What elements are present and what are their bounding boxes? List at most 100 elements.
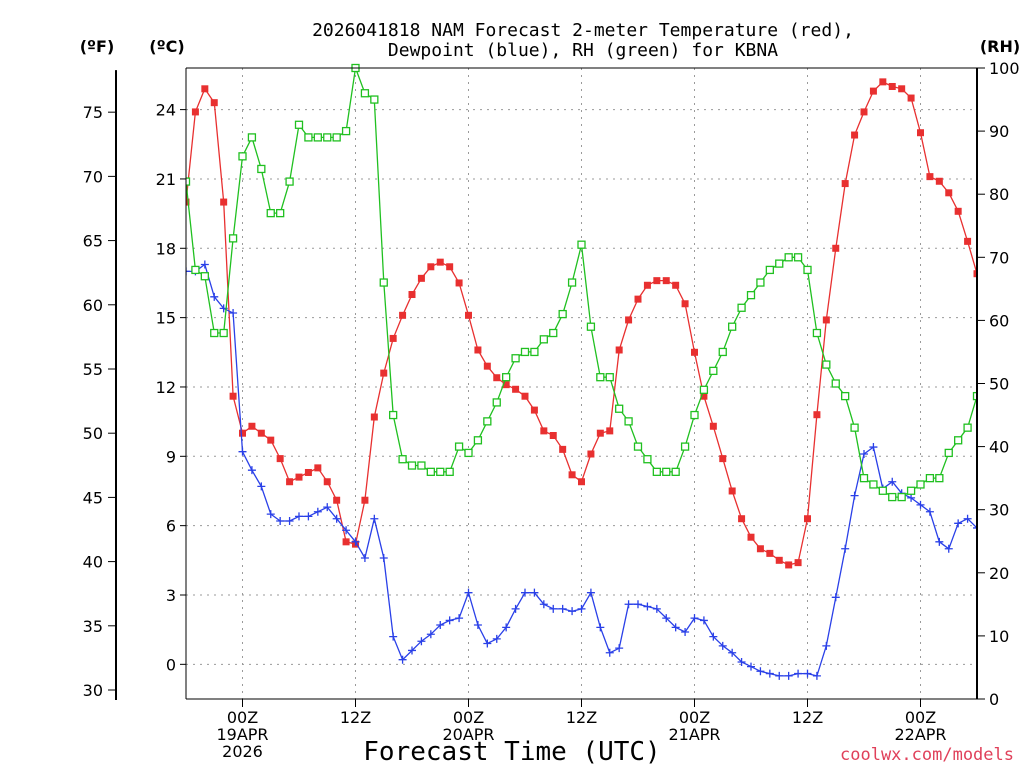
rh-point [878,486,887,495]
rh-point [492,398,501,407]
temperature-point [775,556,783,564]
dewpoint-point [266,510,275,519]
rh-point [906,486,916,495]
rh-point [186,177,191,186]
rh-point [558,309,567,319]
fahrenheit-tick-label: 60 [83,296,103,315]
dewpoint-point [690,614,699,623]
rh-point [784,253,793,262]
dewpoint-point [332,514,341,523]
temperature-point [691,348,698,356]
temperature-point [935,177,943,185]
dewpoint-point [323,503,332,512]
rh-point [775,259,784,268]
rh-point [803,265,812,275]
fahrenheit-tick-label: 65 [83,232,103,251]
temperature-point [389,334,397,342]
rh-point [219,328,228,338]
dewpoint-point [954,519,963,528]
temperature-point [756,545,764,553]
rh-point [323,133,332,142]
rh-point [567,278,577,287]
temperature-point [634,295,642,303]
dewpoint-point [643,602,652,611]
temperature-point [653,277,661,285]
celsius-tick-label: 6 [166,517,176,536]
temperature-point [983,300,990,307]
temperature-point [408,291,416,299]
rh-point [360,89,370,98]
rh-tick-label: 10 [989,627,1009,646]
temperature-point [681,300,689,308]
rh-point [389,410,398,420]
temperature-point [860,108,868,116]
temperature-point [446,263,454,271]
rh-point [897,492,906,502]
temperature-point [738,515,746,523]
temperature-point [474,346,482,354]
rh-point [662,467,671,476]
dewpoint-point [850,491,859,500]
rh-point [426,467,435,476]
rh-point [313,133,322,142]
dewpoint-point [360,554,369,563]
dewpoint-point [285,517,294,526]
dewpoint-point [521,588,529,597]
rh-point [228,234,238,243]
rh-point [812,328,822,338]
temperature-point [869,87,877,95]
rh-point [210,328,219,338]
x-tick-label: 00Z [227,708,258,727]
dewpoint-point [973,523,977,532]
temperature-point [323,478,331,486]
rh-point [652,467,661,476]
temperature-point [370,413,378,421]
rh-point [605,373,614,382]
rh-point [417,461,426,470]
rh-point [549,328,558,338]
rh-point [746,291,756,300]
dewpoint-point [765,669,774,678]
dewpoint-point [568,607,577,616]
dewpoint-point [662,614,671,623]
rh-point [633,442,643,451]
rh-point [624,417,633,426]
temperature-point [804,515,811,523]
x-tick-label: 2026 [222,742,263,761]
dewpoint-point [436,621,445,630]
temperature-point [229,392,237,400]
temperature-point [559,445,567,453]
rh-point [294,120,304,129]
rh-point [257,164,266,174]
dewpoint-point [530,588,539,597]
temperature-point [615,346,623,354]
dewpoint-point [822,641,831,650]
dewpoint-point [492,634,501,643]
temperature-point [267,436,275,444]
dewpoint-point [389,632,398,641]
temperature-point [304,468,312,476]
rh-point [793,253,803,262]
dewpoint-point [681,627,690,636]
rh-point [370,95,379,104]
celsius-tick-label: 18 [156,239,176,258]
temperature-point [248,422,256,430]
dewpoint-point [992,526,1000,534]
dewpoint-point [455,614,464,623]
rh-point [963,423,972,432]
rh-point [341,126,351,136]
rh-point [690,410,699,420]
temperature-point [596,429,604,437]
dewpoint-point [483,639,492,648]
rh-point [407,461,417,470]
dewpoint-point [737,658,746,667]
dewpoint-point [756,667,765,676]
axes [108,67,985,707]
fahrenheit-tick-label: 35 [83,617,103,636]
rh-point [643,455,652,464]
rh-point [916,480,925,489]
dewpoint-point [408,646,416,655]
rh-point [285,177,294,186]
rh-tick-label: 80 [989,185,1009,204]
temperature-point [728,487,736,495]
